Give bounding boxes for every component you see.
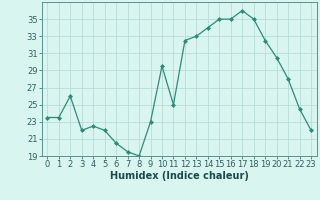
X-axis label: Humidex (Indice chaleur): Humidex (Indice chaleur)	[110, 171, 249, 181]
